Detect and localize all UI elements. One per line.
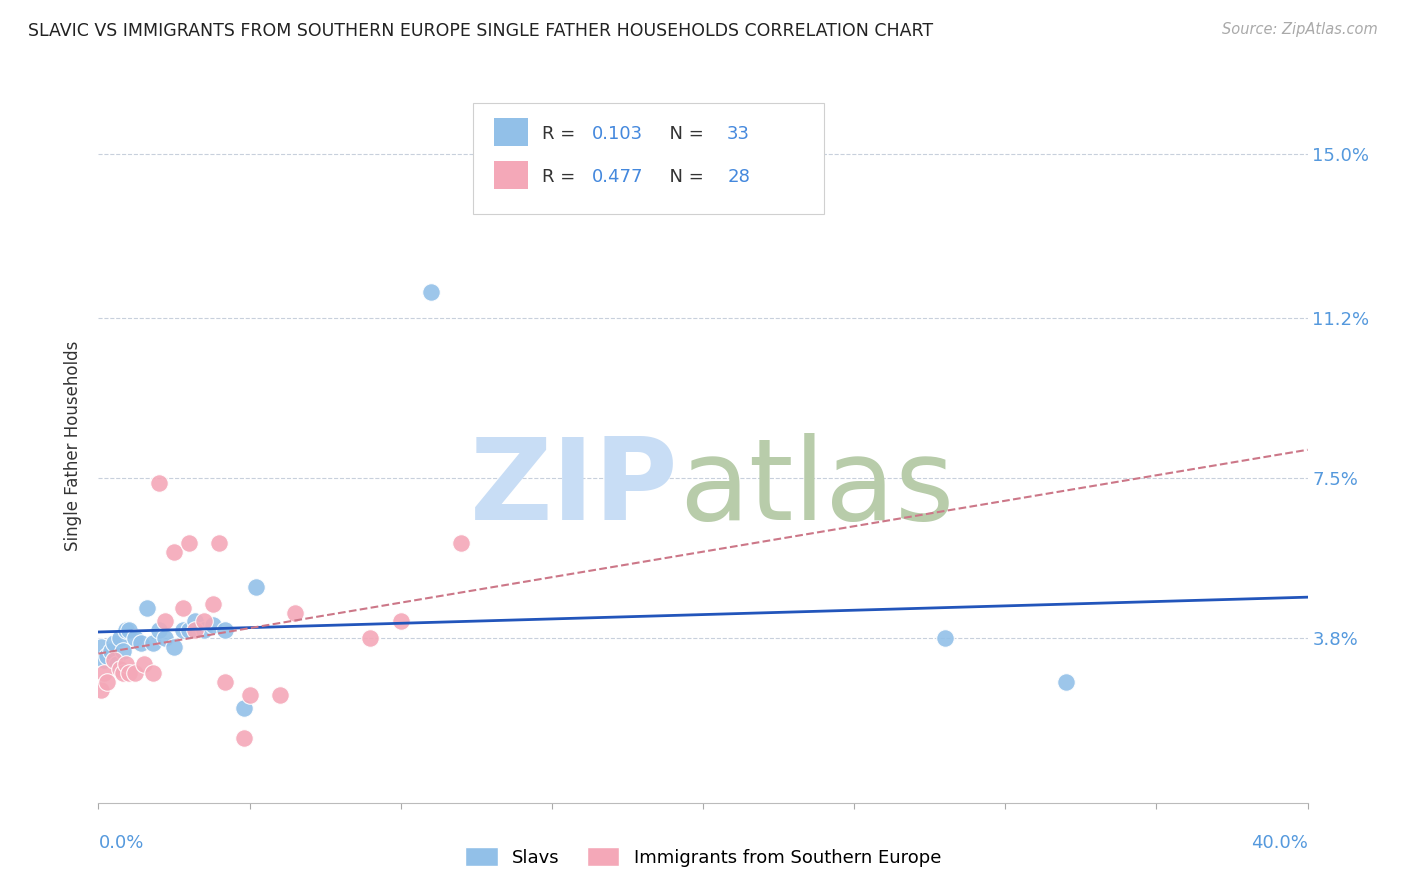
Point [114,657,136,672]
Text: ZIP: ZIP [471,434,679,544]
Point [450,536,472,550]
Text: R =: R = [543,168,581,186]
Point [111,644,134,658]
Point [193,614,215,628]
Point [93,653,115,667]
Point [142,666,165,681]
Point [1054,674,1077,689]
Point [245,580,267,594]
Point [153,614,176,628]
Point [179,536,201,550]
Legend: Slavs, Immigrants from Southern Europe: Slavs, Immigrants from Southern Europe [458,840,948,874]
Point [93,666,115,681]
Point [118,623,141,637]
Text: 0.103: 0.103 [592,125,643,143]
Point [135,601,157,615]
Point [114,623,136,637]
FancyBboxPatch shape [494,161,527,189]
Text: Source: ZipAtlas.com: Source: ZipAtlas.com [1222,22,1378,37]
Text: N =: N = [658,168,710,186]
Point [124,632,146,646]
Point [202,618,225,632]
Point [193,623,215,637]
Text: SLAVIC VS IMMIGRANTS FROM SOUTHERN EUROPE SINGLE FATHER HOUSEHOLDS CORRELATION C: SLAVIC VS IMMIGRANTS FROM SOUTHERN EUROP… [28,22,934,40]
Point [208,536,231,550]
Point [153,632,176,646]
Point [129,636,152,650]
Point [148,475,170,490]
Point [105,657,128,672]
Point [100,644,122,658]
Y-axis label: Single Father Households: Single Father Households [65,341,83,551]
Point [163,545,186,559]
Point [118,666,141,681]
Point [214,623,236,637]
Point [90,683,112,698]
Point [184,623,207,637]
Point [172,623,194,637]
Point [103,653,125,667]
Point [179,623,201,637]
Point [284,606,307,620]
Text: 28: 28 [727,168,749,186]
Point [132,657,155,672]
Point [184,614,207,628]
Point [420,285,443,300]
Point [96,674,118,689]
Point [360,632,382,646]
Point [103,636,125,650]
Point [934,632,956,646]
Point [142,636,165,650]
Text: R =: R = [543,125,581,143]
Point [172,601,194,615]
Point [239,688,262,702]
Point [124,666,146,681]
Point [148,623,170,637]
Point [108,632,131,646]
Point [111,666,134,681]
Point [163,640,186,654]
Point [269,688,291,702]
Text: N =: N = [658,125,710,143]
Point [232,731,254,745]
Point [108,662,131,676]
FancyBboxPatch shape [474,103,824,214]
Text: 33: 33 [727,125,751,143]
Point [232,700,254,714]
Text: atlas: atlas [679,434,955,544]
Point [96,648,118,663]
Text: 40.0%: 40.0% [1251,834,1308,852]
Text: 0.0%: 0.0% [98,834,143,852]
Point [214,674,236,689]
FancyBboxPatch shape [494,119,527,146]
Point [389,614,412,628]
Point [90,640,112,654]
Text: 0.477: 0.477 [592,168,644,186]
Point [202,597,225,611]
